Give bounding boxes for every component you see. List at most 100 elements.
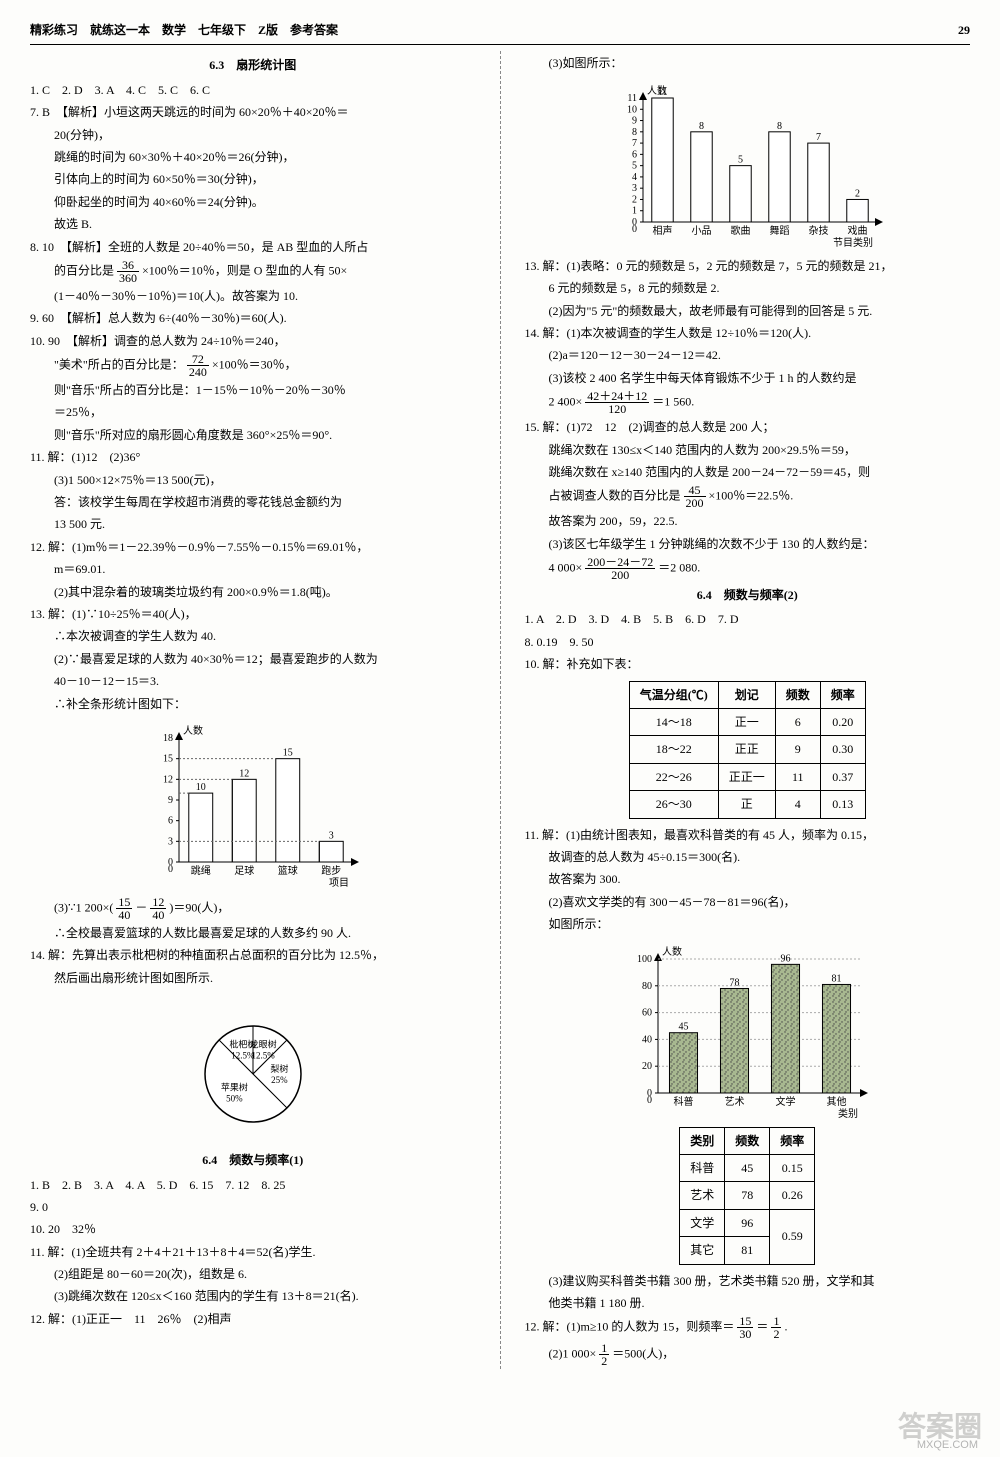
svg-text:6: 6 (632, 149, 637, 160)
q8-line1: 8. 10 【解析】全班的人数是 20÷40％＝50，是 AB 型血的人所占 (30, 237, 476, 257)
svg-text:舞蹈: 舞蹈 (770, 225, 790, 237)
svg-text:跳绳: 跳绳 (191, 864, 211, 877)
svg-text:7: 7 (816, 132, 821, 143)
svg-text:艺术: 艺术 (725, 1096, 745, 1108)
svg-text:科普: 科普 (674, 1095, 694, 1108)
book-type-freq-table: 类别频数频率科普450.15艺术780.26文学960.59其它81 (679, 1127, 815, 1265)
svg-text:类别: 类别 (838, 1107, 858, 1120)
page-header: 精彩练习 就练这一本 数学 七年级下 Z版 参考答案 29 (30, 20, 970, 45)
svg-text:5: 5 (738, 154, 743, 165)
svg-text:25%: 25% (271, 1075, 288, 1085)
svg-text:12: 12 (163, 774, 173, 785)
pie-chart-trees: 枇杷树12.5%龙眼树12.5%梨树25%苹果树50% (163, 994, 343, 1144)
q10-line3: 则"音乐"所占的百分比是：1－15％－10％－20％－30％ (30, 380, 476, 400)
svg-text:戏曲: 戏曲 (848, 225, 868, 237)
svg-text:0: 0 (632, 224, 637, 235)
q7-line5: 仰卧起坐的时间为 40×60％＝24(分钟)。 (30, 192, 476, 212)
svg-text:11: 11 (628, 93, 638, 104)
svg-text:篮球: 篮球 (278, 864, 298, 877)
q13-line4: ∴补全条形统计图如下： (30, 694, 476, 714)
svg-text:8: 8 (699, 121, 704, 132)
svg-text:10: 10 (627, 104, 637, 115)
svg-text:0: 0 (168, 864, 173, 875)
q9: 9. 60 【解析】总人数为 6÷(40％－30％)＝60(人). (30, 308, 476, 328)
bar-chart-sports: 036912151810跳绳12足球15篮球3跑步人数项目0 (143, 720, 363, 890)
two-columns: 6.3 扇形统计图 1. C 2. D 3. A 4. C 5. C 6. C … (30, 51, 970, 1369)
svg-text:2: 2 (632, 194, 637, 205)
s2-q12-1: 12. 解：(1)m≥10 的人数为 15，则频率＝ 1530 ＝ 12 . (525, 1315, 971, 1340)
svg-text:5: 5 (632, 160, 637, 171)
right-column: (3)如图所示： 0123456789101111相声8小品5歌曲8舞蹈7杂技2… (525, 51, 971, 1369)
svg-text:10: 10 (196, 782, 206, 793)
q13-line2: ∴本次被调查的学生人数为 40. (30, 626, 476, 646)
svg-text:项目: 项目 (329, 877, 349, 889)
q11-line3: 答：该校学生每周在学校超市消费的零花钱总金额约为 (30, 492, 476, 512)
q11-line2: (3)1 500×12×75％＝13 500(元)， (30, 470, 476, 490)
svg-text:其他: 其他 (827, 1095, 847, 1108)
svg-text:节目类别: 节目类别 (833, 236, 873, 249)
r13-1: 13. 解：(1)表略：0 元的频数是 5，2 元的频数是 7，5 元的频数是 … (525, 256, 971, 276)
r3: (3)如图所示： (525, 53, 971, 73)
svg-text:9: 9 (632, 115, 637, 126)
r13-1b: 6 元的频数是 5，8 元的频数是 2. (525, 278, 971, 298)
bar-chart-programs: 0123456789101111相声8小品5歌曲8舞蹈7杂技2戏曲人数节目类别0 (607, 80, 887, 250)
q13-line3b: 40－10－12－15＝3. (30, 671, 476, 691)
svg-text:0: 0 (647, 1095, 652, 1106)
svg-text:跑步: 跑步 (321, 864, 341, 877)
s2-q11-3: (3)建议购买科普类书籍 300 册，艺术类书籍 520 册，文学和其 (525, 1271, 971, 1291)
svg-text:苹果树: 苹果树 (221, 1082, 248, 1093)
section-6-3-title: 6.3 扇形统计图 (30, 55, 476, 75)
q13-line6: ∴全校最喜爱篮球的人数比最喜爱足球的人数多约 90 人. (30, 923, 476, 943)
q12-line2: (2)其中混杂着的玻璃类垃圾约有 200×0.9％＝1.8(吨)。 (30, 582, 476, 602)
section-6-4-1-title: 6.4 频数与频率(1) (30, 1150, 476, 1170)
svg-text:小品: 小品 (692, 225, 712, 237)
q7-line1: 7. B 【解析】小垣这两天跳远的时间为 60×20％＋40×20％＝ (30, 102, 476, 122)
svg-text:15: 15 (283, 748, 293, 759)
page-number: 29 (958, 20, 970, 40)
temperature-freq-table: 气温分组(℃)划记频数频率14～18正一60.2018～22正正90.3022～… (629, 681, 866, 819)
q1-6: 1. C 2. D 3. A 4. C 5. C 6. C (30, 80, 476, 100)
s64-q10: 10. 20 32％ (30, 1219, 476, 1239)
svg-text:78: 78 (730, 977, 740, 988)
svg-text:2: 2 (855, 188, 860, 199)
q14-line1: 14. 解：先算出表示枇杷树的种植面积占总面积的百分比为 12.5％， (30, 945, 476, 965)
r15-4: 占被调查人数的百分比是 45200 ×100％＝22.5％. (525, 484, 971, 509)
svg-text:6: 6 (168, 816, 173, 827)
svg-text:龙眼树: 龙眼树 (249, 1039, 276, 1050)
s2-q8-9: 8. 0.19 9. 50 (525, 632, 971, 652)
s64-q9: 9. 0 (30, 1197, 476, 1217)
svg-text:40: 40 (642, 1034, 652, 1045)
svg-text:人数: 人数 (647, 84, 667, 97)
svg-text:歌曲: 歌曲 (731, 224, 751, 237)
s2-q10: 10. 解：补充如下表： (525, 654, 971, 674)
r15-6: (3)该区七年级学生 1 分钟跳绳的次数不少于 130 的人数约是： (525, 534, 971, 554)
svg-text:4: 4 (632, 172, 637, 183)
q12-line1: 12. 解：(1)m％＝1－22.39％－0.9％－7.55％－0.15％＝69… (30, 537, 476, 557)
bar-chart-book-types: 02040608010045科普78艺术96文学81其他人数类别0 (622, 941, 872, 1121)
s2-q11-2: (2)喜欢文学类的有 300－45－78－81＝96(名)， (525, 892, 971, 912)
r15-3: 跳绳次数在 x≥140 范围内的人数是 200－24－72－59＝45，则 (525, 462, 971, 482)
s2-q11-1: 11. 解：(1)由统计图表知，最喜欢科普类的有 45 人，频率为 0.15， (525, 825, 971, 845)
r15-7: 4 000× 200－24－72200 ＝2 080. (525, 556, 971, 581)
svg-text:8: 8 (632, 127, 637, 138)
svg-text:96: 96 (781, 953, 791, 964)
svg-text:20: 20 (642, 1061, 652, 1072)
svg-text:7: 7 (632, 138, 637, 149)
svg-text:60: 60 (642, 1007, 652, 1018)
r14-3: (3)该校 2 400 名学生中每天体育锻炼不少于 1 h 的人数约是 (525, 368, 971, 388)
svg-text:100: 100 (637, 954, 652, 965)
q12-line1b: m＝69.01. (30, 559, 476, 579)
q11-line3b: 13 500 元. (30, 514, 476, 534)
s64-q11-3: (3)跳绳次数在 120≤x＜160 范围内的学生有 13＋8＝21(名). (30, 1286, 476, 1306)
r13-2: (2)因为"5 元"的频数最大，故老师最有可能得到的回答是 5 元. (525, 301, 971, 321)
q10-line4: 则"音乐"所对应的扇形圆心角度数是 360°×25％＝90°. (30, 425, 476, 445)
r15-2: 跳绳次数在 130≤x＜140 范围内的人数为 200×29.5％＝59， (525, 440, 971, 460)
svg-text:足球: 足球 (234, 864, 254, 877)
s64-q1-8: 1. B 2. B 3. A 4. A 5. D 6. 15 7. 12 8. … (30, 1175, 476, 1195)
q10-line3b: ＝25％， (30, 402, 476, 422)
r14-2: (2)a＝120－12－30－24－12＝42. (525, 345, 971, 365)
s64-q11-1: 11. 解：(1)全班共有 2＋4＋21＋13＋8＋4＝52(名)学生. (30, 1242, 476, 1262)
s2-q11-3b: 他类书籍 1 180 册. (525, 1293, 971, 1313)
svg-text:1: 1 (632, 206, 637, 217)
q13-line1: 13. 解：(1)∵10÷25％＝40(人)， (30, 604, 476, 624)
